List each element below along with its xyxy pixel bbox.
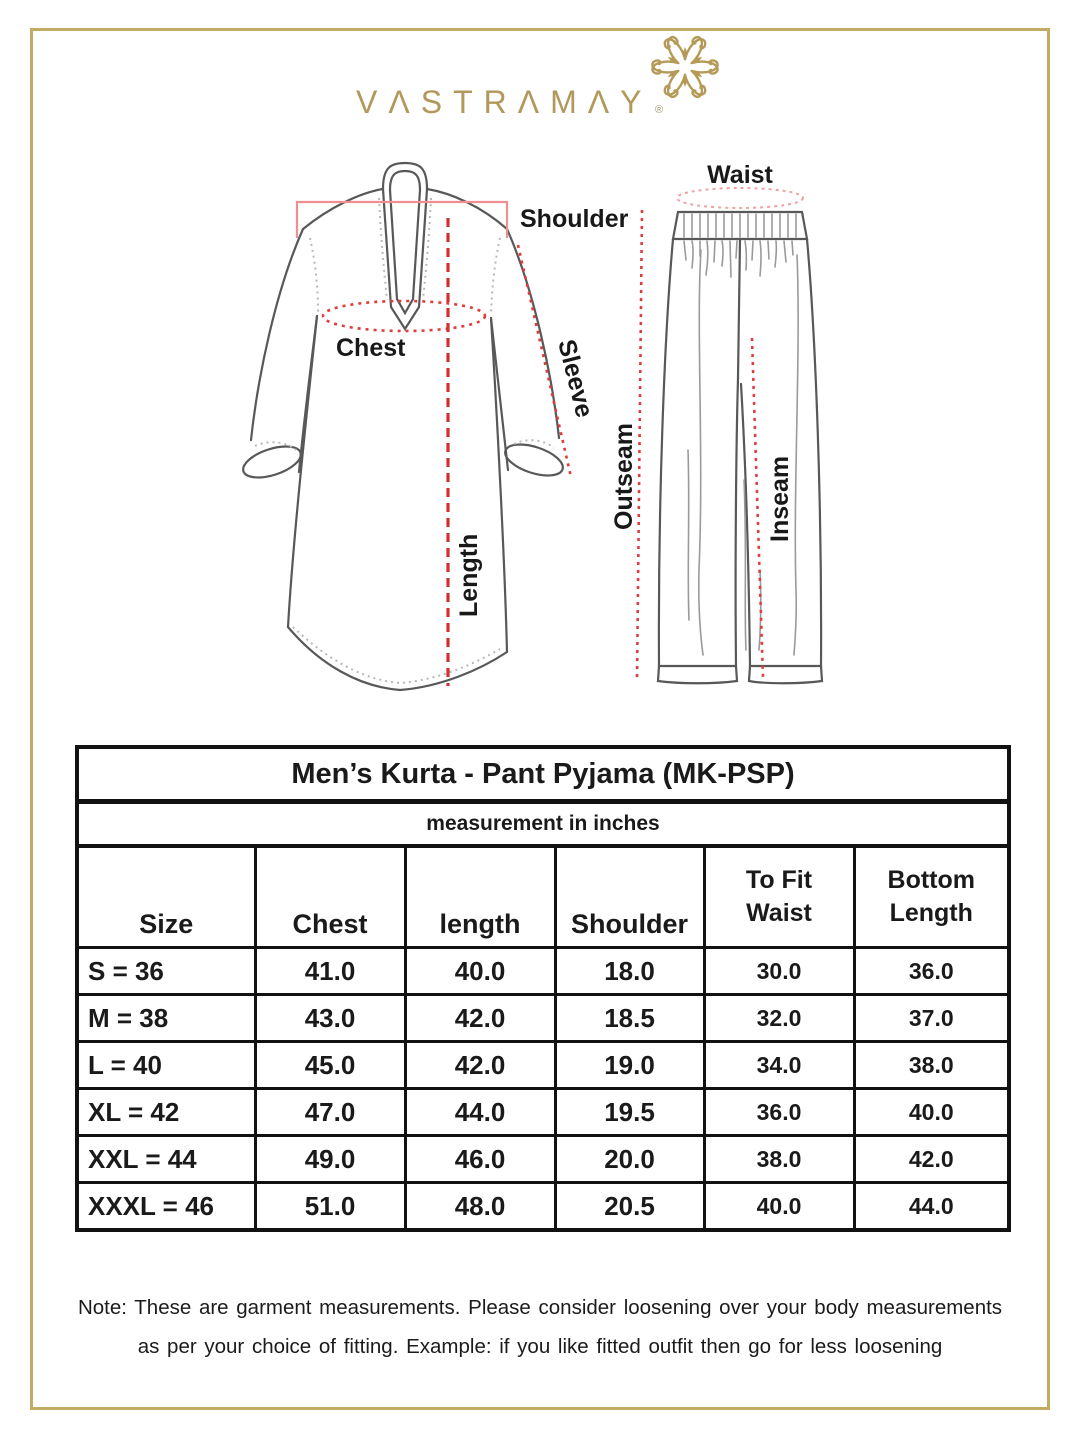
cell-length: 46.0 [403,1134,557,1184]
cell-bottom-length: 37.0 [852,993,1011,1043]
cell-chest: 51.0 [253,1181,407,1232]
table-subtitle: measurement in inches [75,800,1011,848]
pyjama-measure-lines [635,187,804,682]
brand-wordmark: VΛSTRΛMΛY [356,84,653,120]
cell-length: 42.0 [403,993,557,1043]
cell-length: 42.0 [403,1040,557,1090]
note-line-1: Note: These are garment measurements. Pl… [77,1296,1003,1319]
table-row-s: S = 36 41.0 40.0 18.0 30.0 36.0 [75,946,1011,996]
cell-size: XXL = 44 [75,1134,257,1184]
cell-bottom-length: 40.0 [852,1087,1011,1137]
table-row-m: M = 38 43.0 42.0 18.5 32.0 37.0 [75,993,1011,1043]
cell-to-fit-waist: 30.0 [702,946,856,996]
size-chart-table: Men’s Kurta - Pant Pyjama (MK-PSP) measu… [75,745,1012,1232]
cell-shoulder: 19.0 [553,1040,706,1090]
waist-label: Waist [707,161,773,189]
kurta-sketch [242,161,564,692]
cell-length: 40.0 [403,946,557,996]
col-header-shoulder: Shoulder [553,844,706,949]
cell-chest: 41.0 [253,946,407,996]
pyjama-sketch [656,210,824,685]
measurement-note: Note: These are garment measurements. Pl… [45,1288,1035,1366]
col-header-chest: Chest [253,844,407,949]
cell-size: L = 40 [75,1040,257,1090]
chest-label: Chest [336,334,406,362]
brand-emblem-icon [651,35,719,99]
outseam-label: Outseam [610,423,638,530]
table-row-xxl: XXL = 44 49.0 46.0 20.0 38.0 42.0 [75,1134,1011,1184]
garment-measurement-diagram: Shoulder Chest Sleeve Length [242,161,824,692]
col-header-to-fit-waist: To Fit Waist [702,844,856,949]
cell-chest: 47.0 [253,1087,407,1137]
cell-chest: 43.0 [253,993,407,1043]
table-title: Men’s Kurta - Pant Pyjama (MK-PSP) [75,745,1011,804]
cell-bottom-length: 42.0 [852,1134,1011,1184]
cell-size: S = 36 [75,946,257,996]
inseam-label: Inseam [766,456,794,542]
cell-size: XL = 42 [75,1087,257,1137]
table-row-xl: XL = 42 47.0 44.0 19.5 36.0 40.0 [75,1087,1011,1137]
table-row-xxxl: XXXL = 46 51.0 48.0 20.5 40.0 44.0 [75,1181,1011,1232]
cell-size: XXXL = 46 [75,1181,257,1232]
cell-size: M = 38 [75,993,257,1043]
cell-to-fit-waist: 36.0 [702,1087,856,1137]
cell-shoulder: 18.0 [553,946,706,996]
cell-length: 48.0 [403,1181,557,1232]
cell-bottom-length: 44.0 [852,1181,1011,1232]
cell-to-fit-waist: 40.0 [702,1181,856,1232]
cell-bottom-length: 38.0 [852,1040,1011,1090]
cell-shoulder: 20.5 [553,1181,706,1232]
cell-to-fit-waist: 34.0 [702,1040,856,1090]
note-line-2: as per your choice of fitting. Example: … [137,1335,943,1358]
col-header-size: Size [75,844,257,949]
cell-shoulder: 20.0 [553,1134,706,1184]
sleeve-label: Sleeve [552,337,598,421]
cell-shoulder: 18.5 [553,993,706,1043]
length-label: Length [455,534,483,617]
col-header-length: length [403,844,557,949]
cell-length: 44.0 [403,1087,557,1137]
cell-to-fit-waist: 32.0 [702,993,856,1043]
cell-bottom-length: 36.0 [852,946,1011,996]
kurta-measure-lines [295,200,573,686]
cell-chest: 49.0 [253,1134,407,1184]
cell-shoulder: 19.5 [553,1087,706,1137]
shoulder-label: Shoulder [520,205,629,233]
cell-to-fit-waist: 38.0 [702,1134,856,1184]
registered-trademark-icon: ® [655,104,664,116]
table-row-l: L = 40 45.0 42.0 19.0 34.0 38.0 [75,1040,1011,1090]
cell-chest: 45.0 [253,1040,407,1090]
col-header-bottom-length: Bottom Length [852,844,1011,949]
